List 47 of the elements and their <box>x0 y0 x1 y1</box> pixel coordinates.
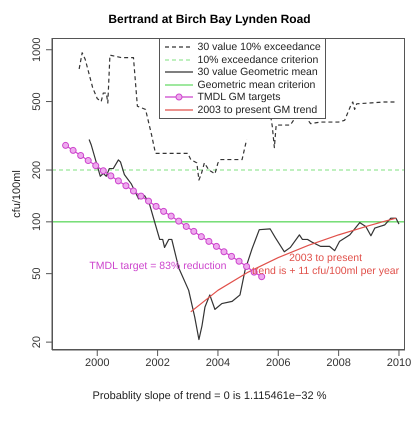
x-tick-label: 2000 <box>85 356 110 369</box>
chart-title: Bertrand at Birch Bay Lynden Road <box>107 11 312 28</box>
point <box>190 228 198 235</box>
point <box>228 252 236 260</box>
legend-label: 30 value 10% exceedance <box>198 41 321 54</box>
x-tick-label: 2010 <box>386 356 412 369</box>
text: Probablity slope of trend = 0 is 1.115461e−32 % <box>91 390 328 402</box>
legend-label: 2003 to present GM trend <box>198 104 318 116</box>
point <box>145 198 152 205</box>
y-tick-label: 200 <box>31 160 43 180</box>
point <box>100 167 107 174</box>
legend-label: TMDL GM targets <box>198 91 281 104</box>
point <box>138 192 145 200</box>
legend-label: 30 value Geometric mean <box>198 66 318 78</box>
point <box>205 238 212 245</box>
point <box>212 242 220 250</box>
legend-label: 10% exceedance criterion <box>198 54 318 66</box>
x-tick-label: 2006 <box>266 356 291 369</box>
point <box>236 258 243 265</box>
point <box>130 188 137 195</box>
x-tick-label: 2002 <box>145 356 170 369</box>
point <box>152 202 160 210</box>
point <box>175 218 182 225</box>
point <box>62 142 70 149</box>
point <box>198 233 205 240</box>
line-series <box>88 138 400 340</box>
y-tick-label: 1000 <box>31 37 43 62</box>
point <box>168 212 175 220</box>
point <box>84 157 92 164</box>
point <box>92 162 100 170</box>
point <box>70 146 77 154</box>
point <box>243 263 250 270</box>
point <box>107 172 114 180</box>
point <box>220 248 228 256</box>
point <box>122 182 130 190</box>
y-tick-label: 500 <box>31 92 43 111</box>
y-tick-label: 100 <box>31 212 43 232</box>
point <box>114 177 122 184</box>
y-tick-label: 50 <box>31 268 43 280</box>
point <box>182 222 190 230</box>
y-axis-title: cfu/100ml <box>11 170 23 218</box>
point <box>77 152 84 159</box>
x-tick-label: 2008 <box>326 356 351 369</box>
legend-label: Geometric mean criterion <box>198 78 316 91</box>
x-tick-label: 2004 <box>206 356 230 369</box>
point <box>160 208 168 215</box>
y-tick-label: 20 <box>31 336 43 348</box>
